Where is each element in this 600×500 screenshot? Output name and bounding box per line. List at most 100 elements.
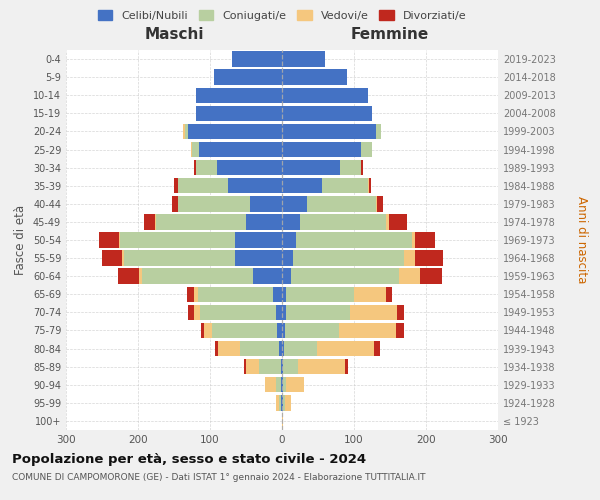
Bar <box>212 323 277 338</box>
Bar <box>282 214 300 230</box>
Bar <box>404 250 415 266</box>
Bar <box>235 232 282 248</box>
Bar <box>145 214 155 230</box>
Bar <box>142 268 253 284</box>
Bar <box>174 178 178 194</box>
Text: Maschi: Maschi <box>144 28 204 42</box>
Bar <box>369 178 371 194</box>
Bar <box>282 70 347 85</box>
Bar <box>194 304 200 320</box>
Bar <box>196 106 282 121</box>
Bar <box>178 196 250 212</box>
Bar <box>244 359 246 374</box>
Text: COMUNE DI CAMPOMORONE (GE) - Dati ISTAT 1° gennaio 2024 - Elaborazione TUTTITALI: COMUNE DI CAMPOMORONE (GE) - Dati ISTAT … <box>12 473 425 482</box>
Bar <box>340 160 361 176</box>
Bar <box>361 142 372 157</box>
Bar <box>172 196 178 212</box>
Text: Femmine: Femmine <box>351 28 429 42</box>
Bar <box>274 286 282 302</box>
Bar <box>281 377 282 392</box>
Bar <box>282 250 293 266</box>
Bar <box>196 88 282 103</box>
Bar <box>187 286 194 302</box>
Bar <box>374 341 380 356</box>
Bar <box>265 377 275 392</box>
Bar <box>259 359 281 374</box>
Bar <box>361 160 362 176</box>
Bar <box>188 124 282 139</box>
Bar <box>200 323 203 338</box>
Bar <box>279 395 281 410</box>
Bar <box>298 359 344 374</box>
Bar <box>246 214 282 230</box>
Bar <box>277 323 282 338</box>
Bar <box>286 377 304 392</box>
Bar <box>322 178 368 194</box>
Bar <box>282 160 340 176</box>
Bar <box>317 341 374 356</box>
Legend: Celibi/Nubili, Coniugati/e, Vedovi/e, Divorziati/e: Celibi/Nubili, Coniugati/e, Vedovi/e, Di… <box>93 6 471 25</box>
Bar <box>253 268 282 284</box>
Bar <box>246 359 259 374</box>
Text: Popolazione per età, sesso e stato civile - 2024: Popolazione per età, sesso e stato civil… <box>12 452 366 466</box>
Bar <box>217 160 282 176</box>
Y-axis label: Anni di nascita: Anni di nascita <box>575 196 588 284</box>
Y-axis label: Fasce di età: Fasce di età <box>14 205 27 275</box>
Bar <box>218 341 239 356</box>
Bar <box>282 232 296 248</box>
Bar <box>232 52 282 66</box>
Bar <box>281 359 282 374</box>
Bar <box>282 178 322 194</box>
Bar <box>415 232 436 248</box>
Bar <box>200 304 275 320</box>
Bar <box>296 232 412 248</box>
Bar <box>285 323 339 338</box>
Bar <box>281 395 282 410</box>
Bar <box>184 124 185 139</box>
Bar <box>420 268 442 284</box>
Bar <box>228 178 282 194</box>
Bar <box>389 214 407 230</box>
Bar <box>276 395 279 410</box>
Bar <box>194 160 196 176</box>
Bar <box>368 178 369 194</box>
Bar <box>307 196 376 212</box>
Bar <box>239 341 279 356</box>
Bar <box>286 286 354 302</box>
Bar <box>282 304 286 320</box>
Bar <box>203 323 212 338</box>
Bar <box>156 214 246 230</box>
Bar <box>284 341 317 356</box>
Bar <box>282 341 284 356</box>
Bar <box>354 286 386 302</box>
Bar <box>279 341 282 356</box>
Bar <box>198 286 274 302</box>
Bar <box>282 268 290 284</box>
Bar <box>282 196 307 212</box>
Bar <box>214 70 282 85</box>
Bar <box>415 250 443 266</box>
Bar <box>191 142 192 157</box>
Bar <box>285 395 290 410</box>
Bar <box>397 323 404 338</box>
Bar <box>235 250 282 266</box>
Bar <box>192 142 199 157</box>
Bar <box>376 124 382 139</box>
Bar <box>122 250 124 266</box>
Bar <box>215 341 218 356</box>
Bar <box>282 52 325 66</box>
Bar <box>282 323 285 338</box>
Bar <box>282 88 368 103</box>
Bar <box>300 214 386 230</box>
Bar <box>282 142 361 157</box>
Bar <box>119 232 120 248</box>
Bar <box>283 359 298 374</box>
Bar <box>398 268 420 284</box>
Bar <box>178 178 228 194</box>
Bar <box>412 232 415 248</box>
Bar <box>377 196 383 212</box>
Bar <box>99 232 119 248</box>
Bar <box>286 304 350 320</box>
Bar <box>120 232 235 248</box>
Bar <box>282 106 372 121</box>
